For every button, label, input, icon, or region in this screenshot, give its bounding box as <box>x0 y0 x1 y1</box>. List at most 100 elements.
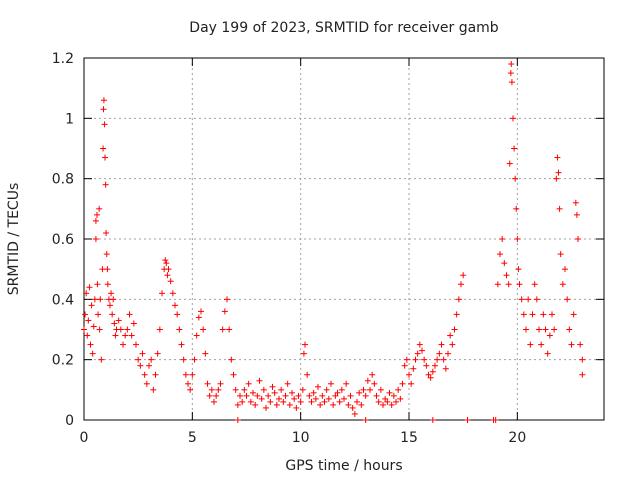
data-point <box>271 389 278 396</box>
data-point <box>505 281 512 288</box>
data-point <box>126 311 133 318</box>
data-point <box>319 392 326 399</box>
data-point <box>172 302 178 309</box>
data-point <box>254 392 261 399</box>
data-point <box>96 205 103 212</box>
data-point <box>117 326 124 333</box>
data-point <box>403 356 410 363</box>
data-point <box>362 392 369 399</box>
data-point <box>115 317 122 324</box>
chart-title: Day 199 of 2023, SRMTID for receiver gam… <box>189 20 499 36</box>
x-tick-label: 10 <box>292 430 310 446</box>
data-point <box>226 326 233 333</box>
data-point <box>306 392 313 399</box>
data-point <box>133 341 139 348</box>
x-tick-label: 20 <box>508 430 526 446</box>
data-point <box>416 341 423 348</box>
y-axis-label: SRMTID / TECUs <box>6 183 22 296</box>
data-point <box>506 160 513 167</box>
data-point <box>460 272 467 279</box>
data-point <box>83 290 90 297</box>
data-point <box>110 296 117 303</box>
data-point <box>438 341 445 348</box>
data-point <box>195 314 202 321</box>
data-point <box>336 398 343 405</box>
data-point <box>162 257 169 264</box>
data-point <box>230 371 237 378</box>
data-point <box>566 326 573 333</box>
data-point <box>579 371 586 378</box>
data-point <box>273 401 280 408</box>
data-point <box>208 386 215 393</box>
data-point <box>544 350 551 357</box>
data-point <box>100 97 107 104</box>
data-point <box>573 211 580 218</box>
y-tick-label: 0.8 <box>52 172 74 188</box>
data-point <box>432 362 438 369</box>
data-point <box>553 175 560 182</box>
data-point <box>156 326 163 333</box>
data-point <box>453 311 460 318</box>
data-point <box>180 356 187 363</box>
data-point <box>89 350 96 357</box>
data-point <box>384 398 391 405</box>
data-point <box>85 317 92 324</box>
data-point <box>442 365 449 372</box>
data-point <box>332 392 339 399</box>
data-point <box>198 308 204 315</box>
data-point <box>159 290 165 297</box>
data-point <box>293 404 300 411</box>
data-point <box>556 205 563 212</box>
data-point <box>354 398 360 405</box>
data-point <box>92 236 99 242</box>
data-point <box>503 272 510 279</box>
data-point <box>397 395 404 402</box>
data-point <box>91 296 98 303</box>
data-point <box>176 326 183 333</box>
data-point <box>102 154 109 161</box>
data-point <box>512 175 519 182</box>
data-point <box>321 398 328 405</box>
y-tick-label: 0.6 <box>52 232 74 248</box>
x-tick-label: 0 <box>80 430 89 446</box>
data-point <box>513 205 520 212</box>
data-point <box>551 326 558 333</box>
data-point <box>146 362 152 369</box>
y-gridlines <box>84 117 604 361</box>
data-point <box>187 386 194 393</box>
data-point <box>540 311 547 318</box>
data-point <box>575 236 581 242</box>
data-point <box>323 386 330 393</box>
data-point <box>284 380 291 387</box>
data-point <box>104 266 111 273</box>
data-point <box>88 302 95 309</box>
data-point <box>334 389 341 396</box>
data-point <box>95 311 102 318</box>
data-point <box>200 326 207 333</box>
data-point <box>256 377 263 384</box>
data-point <box>375 398 382 405</box>
data-point <box>128 332 135 339</box>
data-point <box>347 392 354 399</box>
data-point <box>102 181 109 188</box>
data-point <box>343 380 350 387</box>
data-point <box>434 356 441 363</box>
data-point <box>520 311 527 318</box>
data-point <box>224 296 230 303</box>
data-point <box>189 371 196 378</box>
data-point <box>577 341 584 348</box>
data-point <box>549 311 555 318</box>
data-point <box>425 371 432 378</box>
data-point <box>529 311 536 318</box>
data-point <box>395 386 402 393</box>
data-point <box>111 320 118 327</box>
data-point <box>174 311 181 318</box>
data-point <box>278 386 285 393</box>
data-point <box>297 398 304 405</box>
data-point <box>328 380 334 387</box>
data-point <box>103 229 110 236</box>
data-point <box>501 260 508 267</box>
data-point <box>557 251 564 258</box>
y-tick-label: 1 <box>65 111 74 127</box>
data-point <box>178 341 185 348</box>
